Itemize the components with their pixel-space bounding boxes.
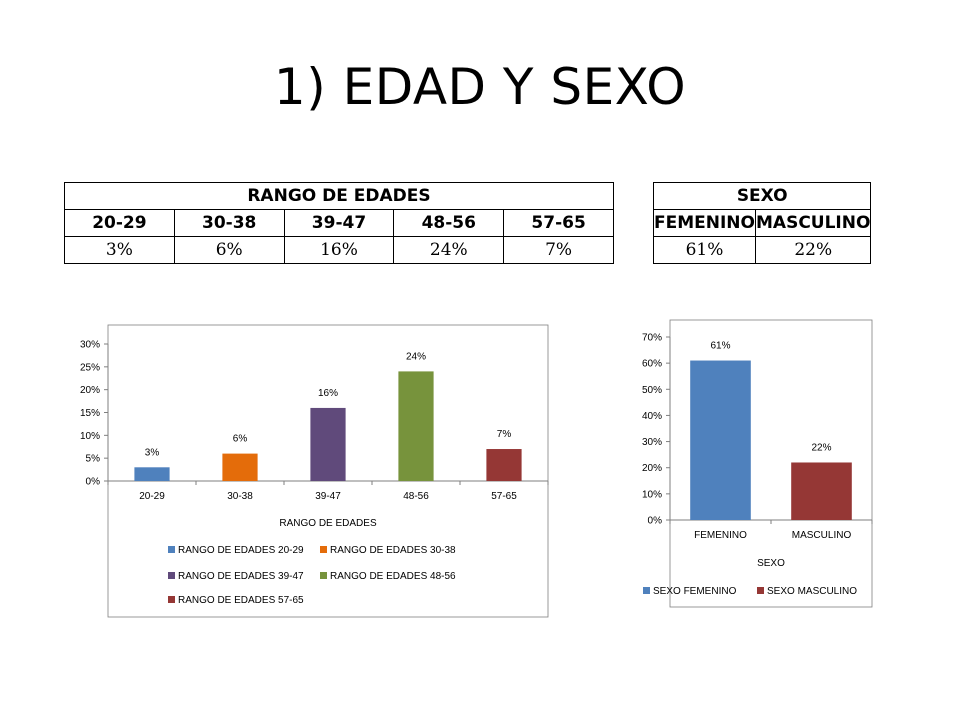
y-tick-label: 0% [648, 516, 663, 527]
age-value-cell: 7% [503, 236, 614, 264]
legend-label: RANGO DE EDADES 39-47 [178, 571, 304, 582]
bar [486, 449, 522, 481]
y-tick-label: 5% [86, 454, 101, 465]
bar-data-label: 6% [233, 434, 248, 445]
y-tick-label: 20% [642, 463, 662, 474]
legend-label: RANGO DE EDADES 57-65 [178, 595, 304, 606]
legend-swatch [643, 587, 650, 594]
age-value-cell: 16% [283, 236, 395, 264]
x-tick-label: MASCULINO [792, 530, 852, 541]
y-tick-label: 20% [80, 385, 100, 396]
legend-label: RANGO DE EDADES 30-38 [330, 545, 456, 556]
y-tick-label: 40% [642, 411, 662, 422]
slide-title: 1) EDAD Y SEXO [273, 58, 687, 116]
legend-label: SEXO MASCULINO [767, 586, 857, 597]
y-tick-label: 15% [80, 408, 100, 419]
bar [134, 467, 170, 481]
x-tick-label: 48-56 [403, 491, 429, 502]
x-axis-title: RANGO DE EDADES [279, 518, 377, 529]
age-value-cell: 24% [393, 236, 505, 264]
y-tick-label: 70% [642, 333, 662, 344]
y-tick-label: 10% [80, 431, 100, 442]
bar-data-label: 7% [497, 429, 512, 440]
sex-table: SEXO FEMENINO MASCULINO 61% 22% [652, 182, 872, 264]
legend-label: SEXO FEMENINO [653, 586, 737, 597]
y-tick-label: 30% [80, 340, 100, 351]
x-tick-label: 39-47 [315, 491, 341, 502]
legend-swatch [168, 572, 175, 579]
x-tick-label: 57-65 [491, 491, 517, 502]
sex-value-cell: 22% [754, 236, 872, 264]
x-tick-label: 30-38 [227, 491, 253, 502]
legend-swatch [320, 546, 327, 553]
bar [791, 462, 852, 520]
age-header-cell: 20-29 [64, 209, 175, 237]
age-header-cell: 57-65 [503, 209, 614, 237]
sex-table-title: SEXO [652, 182, 872, 210]
bar [398, 371, 434, 481]
y-tick-label: 0% [86, 477, 101, 488]
x-axis-title: SEXO [757, 558, 785, 569]
x-tick-label: 20-29 [139, 491, 165, 502]
y-tick-label: 25% [80, 362, 100, 373]
age-header-cell: 48-56 [393, 209, 505, 237]
bar-data-label: 24% [406, 351, 426, 362]
legend-swatch [168, 546, 175, 553]
x-tick-label: FEMENINO [694, 530, 747, 541]
y-tick-label: 50% [642, 385, 662, 396]
bar-data-label: 22% [811, 442, 831, 453]
legend-swatch [757, 587, 764, 594]
legend-swatch [320, 572, 327, 579]
bar [222, 453, 258, 481]
age-header-cell: 30-38 [173, 209, 285, 237]
bar [310, 407, 346, 481]
y-tick-label: 60% [642, 359, 662, 370]
legend-swatch [168, 596, 175, 603]
age-range-table: RANGO DE EDADES 20-29 30-38 39-47 48-56 … [64, 182, 614, 264]
sex-header-cell: MASCULINO [754, 209, 872, 237]
legend-label: RANGO DE EDADES 20-29 [178, 545, 304, 556]
age-table-title: RANGO DE EDADES [64, 182, 614, 210]
y-tick-label: 30% [642, 437, 662, 448]
age-value-cell: 3% [64, 236, 175, 264]
legend-label: RANGO DE EDADES 48-56 [330, 571, 456, 582]
bar-data-label: 3% [145, 447, 160, 458]
y-tick-label: 10% [642, 489, 662, 500]
age-value-cell: 6% [173, 236, 285, 264]
bar [690, 360, 751, 520]
sex-header-cell: FEMENINO [653, 209, 756, 237]
bar-data-label: 61% [710, 341, 730, 352]
bar-data-label: 16% [318, 388, 338, 399]
